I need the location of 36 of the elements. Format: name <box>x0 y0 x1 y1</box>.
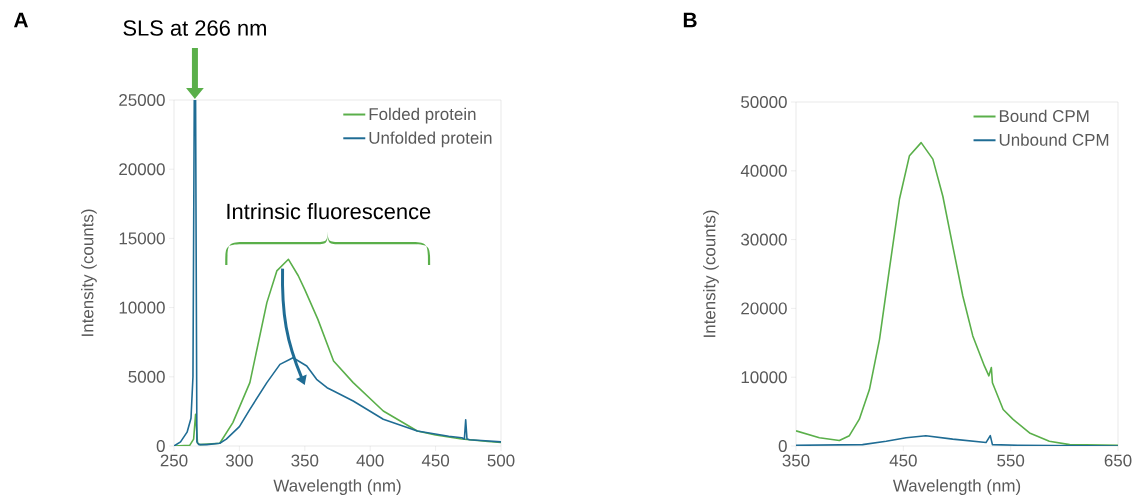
line-series <box>796 434 1119 446</box>
x-tick-label: 650 <box>1104 454 1132 467</box>
x-tick-label: 250 <box>160 454 188 467</box>
y-tick-label: 0 <box>156 440 165 452</box>
x-tick-label: 450 <box>421 454 450 467</box>
y-tick-label: 0 <box>778 440 787 452</box>
y-axis-title: Intensity (counts) <box>703 210 719 337</box>
x-tick-label: 550 <box>997 454 1025 467</box>
annotation: SLS at 266 nm <box>123 20 266 36</box>
y-tick-label: 25000 <box>119 94 165 106</box>
x-tick-label: 500 <box>487 454 515 467</box>
y-axis-title: Intensity (counts) <box>81 209 97 336</box>
x-tick-label: 350 <box>782 454 810 467</box>
y-tick-label: 40000 <box>740 164 787 177</box>
y-tick-label: 10000 <box>119 301 165 314</box>
y-tick-label: 10000 <box>741 371 787 384</box>
x-tick-label: 400 <box>356 454 384 467</box>
x-tick-label: 350 <box>291 454 319 467</box>
legend-label: Unbound CPM <box>999 133 1109 146</box>
chart-title: A <box>13 12 29 28</box>
x-axis-title: Wavelength (nm) <box>892 479 1021 495</box>
y-tick-label: 50000 <box>741 96 787 108</box>
x-tick-label: 450 <box>889 454 917 467</box>
x-axis-title: Wavelength (nm) <box>273 479 401 495</box>
legend-label: Unfolded protein <box>369 131 492 148</box>
line-series <box>174 258 501 446</box>
y-tick-label: 5000 <box>128 370 165 383</box>
legend-label: Bound CPM <box>999 109 1089 123</box>
chart-title: B <box>683 12 697 28</box>
legend-label: Folded protein <box>369 107 476 124</box>
y-tick-label: 15000 <box>119 232 165 245</box>
y-tick-label: 20000 <box>741 302 787 315</box>
annotation: Intrinsic fluorescence <box>227 203 431 220</box>
y-tick-label: 30000 <box>741 233 787 246</box>
x-tick-label: 300 <box>225 454 253 467</box>
y-tick-label: 20000 <box>119 163 165 176</box>
